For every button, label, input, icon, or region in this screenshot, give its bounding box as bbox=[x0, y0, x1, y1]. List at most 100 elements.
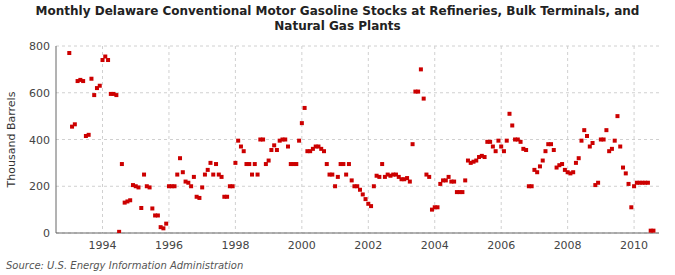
point bbox=[444, 178, 448, 182]
point bbox=[106, 58, 110, 62]
point bbox=[336, 175, 340, 179]
point bbox=[530, 184, 534, 188]
point bbox=[161, 226, 165, 230]
point bbox=[208, 161, 212, 165]
point bbox=[355, 184, 359, 188]
point bbox=[98, 84, 102, 88]
point bbox=[496, 139, 500, 143]
y-tick-label: 200 bbox=[29, 180, 50, 193]
point bbox=[552, 148, 556, 152]
x-tick-label: 1998 bbox=[221, 239, 249, 252]
point bbox=[491, 145, 495, 149]
y-tick-label: 400 bbox=[29, 134, 50, 147]
point bbox=[613, 139, 617, 143]
point bbox=[128, 198, 132, 202]
point bbox=[325, 162, 329, 166]
point bbox=[369, 204, 373, 208]
axes: 0200400600800199419961998200020022004200… bbox=[29, 40, 659, 252]
point bbox=[519, 140, 523, 144]
point bbox=[488, 140, 492, 144]
grid bbox=[56, 46, 659, 233]
point bbox=[474, 159, 478, 163]
point bbox=[203, 173, 207, 177]
point bbox=[405, 176, 409, 180]
point bbox=[632, 184, 636, 188]
point bbox=[175, 173, 179, 177]
x-tick-label: 2010 bbox=[620, 239, 648, 252]
grid-line-x bbox=[501, 46, 502, 233]
point bbox=[142, 173, 146, 177]
point bbox=[300, 121, 304, 125]
x-tick-label: 2004 bbox=[421, 239, 449, 252]
point bbox=[358, 188, 362, 192]
point bbox=[447, 175, 451, 179]
point bbox=[231, 184, 235, 188]
point bbox=[150, 206, 154, 210]
point bbox=[507, 112, 511, 116]
point bbox=[148, 185, 152, 189]
grid-line-x bbox=[567, 46, 568, 233]
point bbox=[377, 175, 381, 179]
point bbox=[247, 162, 251, 166]
source-note: Source: U.S. Energy Information Administ… bbox=[6, 260, 243, 271]
point bbox=[81, 79, 85, 83]
grid-line-x bbox=[634, 46, 635, 233]
point bbox=[242, 149, 246, 153]
point bbox=[549, 142, 553, 146]
point bbox=[543, 149, 547, 153]
point bbox=[422, 97, 426, 101]
point bbox=[591, 141, 595, 145]
point bbox=[261, 138, 265, 142]
point bbox=[139, 206, 143, 210]
point bbox=[629, 205, 633, 209]
grid-line-x bbox=[301, 46, 302, 233]
point bbox=[524, 148, 528, 152]
point bbox=[136, 185, 140, 189]
point bbox=[604, 128, 608, 132]
point bbox=[460, 190, 464, 194]
y-axis-label: Thousand Barrels bbox=[5, 91, 18, 188]
point bbox=[164, 222, 168, 226]
point bbox=[303, 106, 307, 110]
point bbox=[333, 184, 337, 188]
point bbox=[173, 184, 177, 188]
point bbox=[253, 162, 257, 166]
chart: Monthly Delaware Conventional Motor Gaso… bbox=[0, 0, 675, 275]
point bbox=[256, 173, 260, 177]
point bbox=[646, 181, 650, 185]
point bbox=[344, 173, 348, 177]
point bbox=[189, 184, 193, 188]
point bbox=[361, 192, 365, 196]
point bbox=[200, 185, 204, 189]
x-axis-line bbox=[56, 233, 659, 234]
point bbox=[341, 162, 345, 166]
point bbox=[499, 145, 503, 149]
point bbox=[560, 162, 564, 166]
point bbox=[272, 143, 276, 147]
point bbox=[120, 162, 124, 166]
point bbox=[621, 166, 625, 170]
point bbox=[192, 175, 196, 179]
grid-line-y bbox=[56, 139, 659, 140]
point bbox=[483, 155, 487, 159]
point bbox=[214, 162, 218, 166]
x-tick-label: 1994 bbox=[89, 239, 117, 252]
point bbox=[582, 128, 586, 132]
point bbox=[427, 175, 431, 179]
x-tick-label: 2002 bbox=[354, 239, 382, 252]
point bbox=[178, 156, 182, 160]
point bbox=[286, 145, 290, 149]
point bbox=[416, 90, 420, 94]
grid-line-y bbox=[56, 92, 659, 93]
point bbox=[239, 145, 243, 149]
points bbox=[67, 51, 655, 233]
point bbox=[588, 145, 592, 149]
point bbox=[350, 178, 354, 182]
point bbox=[250, 173, 254, 177]
point bbox=[206, 168, 210, 172]
point bbox=[322, 149, 326, 153]
grid-line-x bbox=[235, 46, 236, 233]
point bbox=[297, 139, 301, 143]
point bbox=[585, 134, 589, 138]
point bbox=[117, 230, 121, 233]
